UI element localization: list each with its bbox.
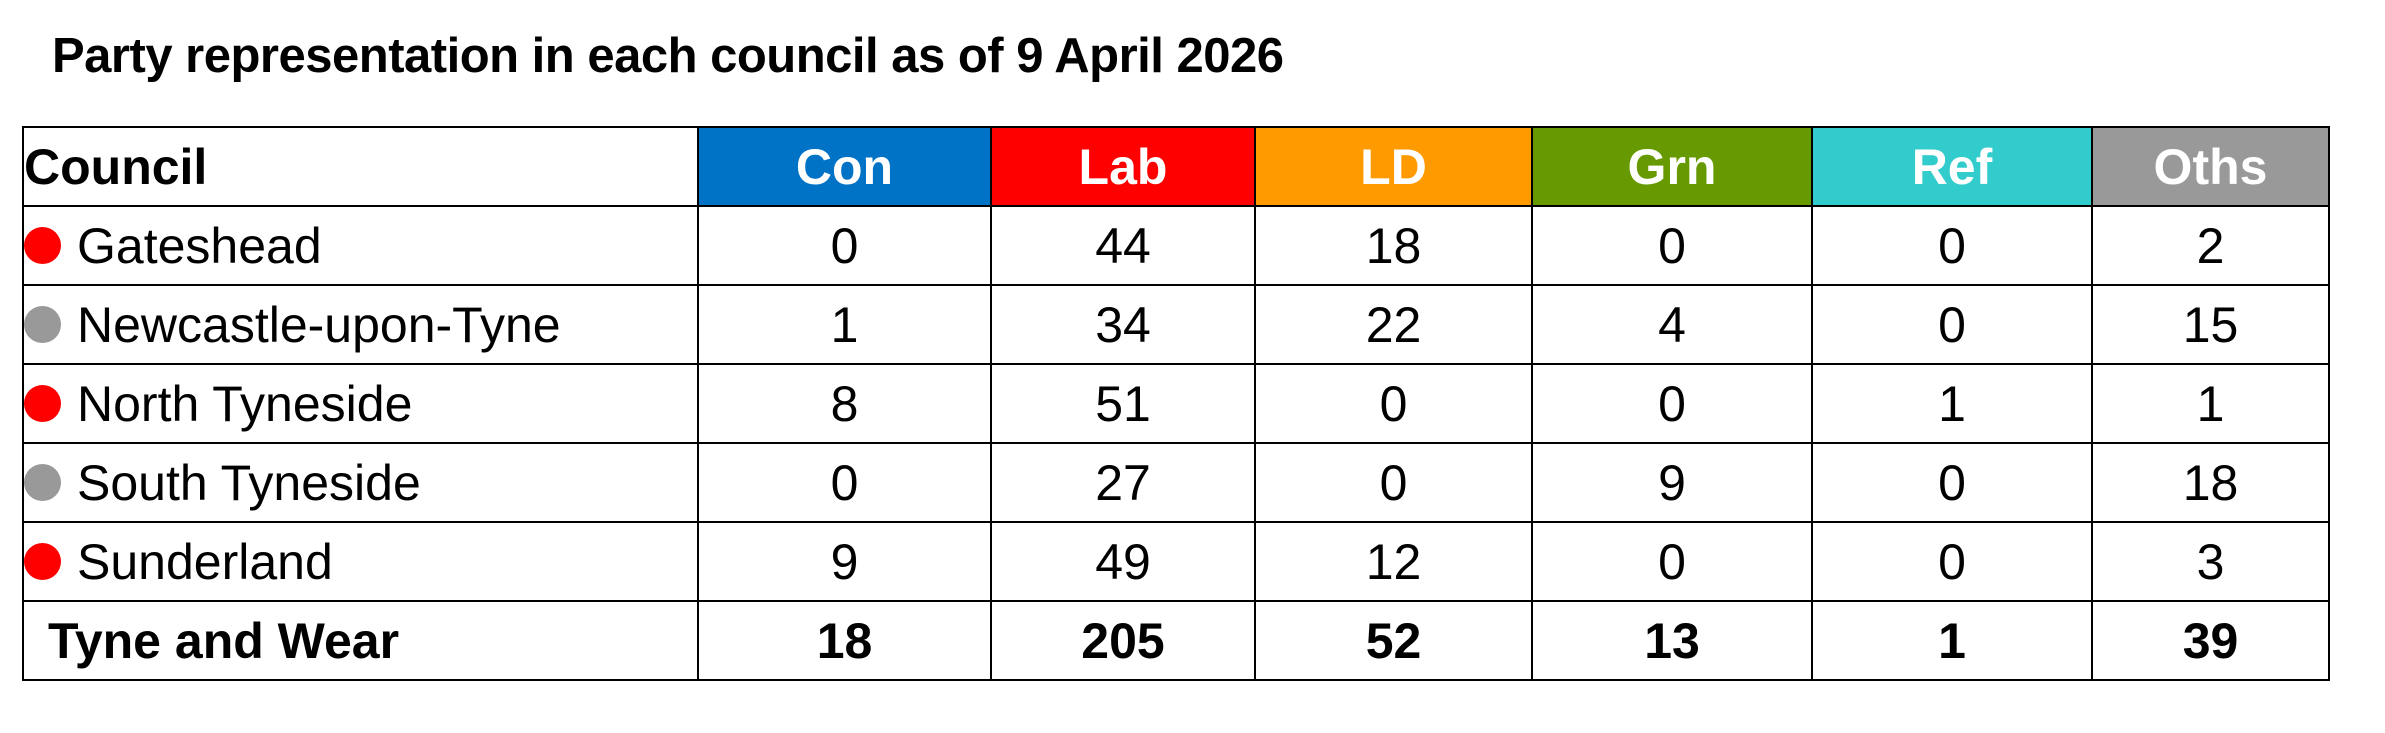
- ref-value: 0: [1811, 442, 2093, 523]
- lab-total: 205: [990, 600, 1256, 681]
- council-name: Sunderland: [77, 533, 333, 590]
- oths-value: 18: [2091, 442, 2330, 523]
- con-value: 0: [697, 442, 992, 523]
- lab-value: 44: [990, 205, 1256, 286]
- ld-total: 52: [1254, 600, 1533, 681]
- header-lab: Lab: [990, 126, 1256, 207]
- council-name-cell: Sunderland: [22, 521, 699, 602]
- control-dot-icon: [24, 384, 61, 422]
- con-total: 18: [697, 600, 992, 681]
- ld-value: 0: [1254, 442, 1533, 523]
- grn-value: 0: [1531, 363, 1813, 444]
- council-name-cell: Newcastle-upon-Tyne: [22, 284, 699, 365]
- council-table: Council Con Lab LD Grn Ref Oths Gateshea…: [22, 126, 2330, 681]
- lab-value: 34: [990, 284, 1256, 365]
- con-value: 9: [697, 521, 992, 602]
- council-name: Gateshead: [77, 217, 322, 274]
- council-name-cell: North Tyneside: [22, 363, 699, 444]
- oths-value: 1: [2091, 363, 2330, 444]
- table-row: Sunderland 9 49 12 0 0 3: [22, 521, 2330, 602]
- header-grn: Grn: [1531, 126, 1813, 207]
- council-name: Newcastle-upon-Tyne: [77, 296, 561, 353]
- con-value: 8: [697, 363, 992, 444]
- control-dot-icon: [24, 305, 61, 343]
- grn-total: 13: [1531, 600, 1813, 681]
- control-dot-icon: [24, 542, 61, 580]
- oths-total: 39: [2091, 600, 2330, 681]
- grn-value: 4: [1531, 284, 1813, 365]
- con-value: 0: [697, 205, 992, 286]
- lab-value: 27: [990, 442, 1256, 523]
- grn-value: 0: [1531, 521, 1813, 602]
- header-ref: Ref: [1811, 126, 2093, 207]
- ld-value: 12: [1254, 521, 1533, 602]
- ref-value: 0: [1811, 521, 2093, 602]
- ld-value: 18: [1254, 205, 1533, 286]
- total-name: Tyne and Wear: [22, 600, 699, 681]
- table-row: North Tyneside 8 51 0 0 1 1: [22, 363, 2330, 444]
- page-title: Party representation in each council as …: [52, 29, 1284, 83]
- ref-total: 1: [1811, 600, 2093, 681]
- oths-value: 3: [2091, 521, 2330, 602]
- council-name: South Tyneside: [77, 454, 421, 511]
- grn-value: 9: [1531, 442, 1813, 523]
- council-name-cell: South Tyneside: [22, 442, 699, 523]
- ld-value: 22: [1254, 284, 1533, 365]
- header-ld: LD: [1254, 126, 1533, 207]
- table-row: Newcastle-upon-Tyne 1 34 22 4 0 15: [22, 284, 2330, 365]
- con-value: 1: [697, 284, 992, 365]
- control-dot-icon: [24, 463, 61, 501]
- table-row: Gateshead 0 44 18 0 0 2: [22, 205, 2330, 286]
- oths-value: 2: [2091, 205, 2330, 286]
- ref-value: 0: [1811, 284, 2093, 365]
- grn-value: 0: [1531, 205, 1813, 286]
- ref-value: 1: [1811, 363, 2093, 444]
- lab-value: 51: [990, 363, 1256, 444]
- ld-value: 0: [1254, 363, 1533, 444]
- header-row: Council Con Lab LD Grn Ref Oths: [22, 126, 2330, 207]
- oths-value: 15: [2091, 284, 2330, 365]
- header-council: Council: [22, 126, 699, 207]
- header-con: Con: [697, 126, 992, 207]
- ref-value: 0: [1811, 205, 2093, 286]
- header-oths: Oths: [2091, 126, 2330, 207]
- control-dot-icon: [24, 226, 61, 264]
- lab-value: 49: [990, 521, 1256, 602]
- table-row: South Tyneside 0 27 0 9 0 18: [22, 442, 2330, 523]
- council-name: North Tyneside: [77, 375, 413, 432]
- total-row: Tyne and Wear 18 205 52 13 1 39: [22, 600, 2330, 681]
- council-name-cell: Gateshead: [22, 205, 699, 286]
